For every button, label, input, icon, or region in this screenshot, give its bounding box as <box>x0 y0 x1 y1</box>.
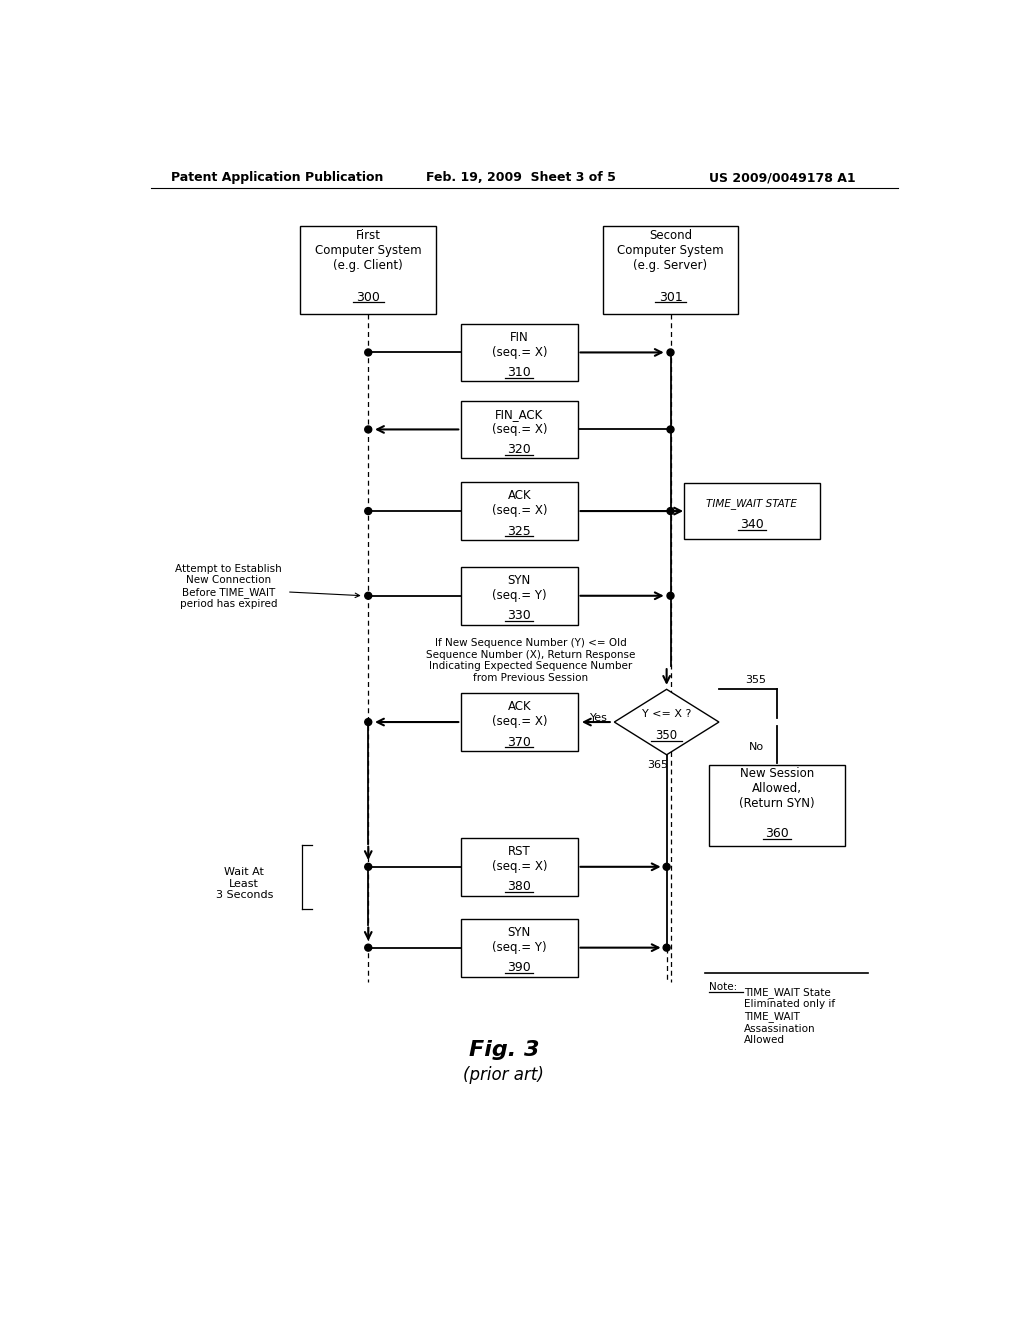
Circle shape <box>365 593 372 599</box>
Text: SYN
(seq.= Y): SYN (seq.= Y) <box>493 574 547 602</box>
FancyBboxPatch shape <box>684 483 819 539</box>
Circle shape <box>667 426 674 433</box>
Text: Patent Application Publication: Patent Application Publication <box>171 172 383 185</box>
Circle shape <box>365 718 372 726</box>
Text: RST
(seq.= X): RST (seq.= X) <box>492 845 547 873</box>
Circle shape <box>365 348 372 356</box>
Text: (prior art): (prior art) <box>464 1065 545 1084</box>
Text: ACK
(seq.= X): ACK (seq.= X) <box>492 490 547 517</box>
Text: 380: 380 <box>508 880 531 894</box>
Circle shape <box>667 348 674 356</box>
Circle shape <box>365 944 372 952</box>
Text: 340: 340 <box>740 519 764 532</box>
FancyBboxPatch shape <box>461 693 578 751</box>
FancyBboxPatch shape <box>461 838 578 896</box>
Circle shape <box>664 863 670 870</box>
Circle shape <box>365 426 372 433</box>
FancyBboxPatch shape <box>300 226 436 314</box>
Text: 390: 390 <box>508 961 531 974</box>
Text: FIN
(seq.= X): FIN (seq.= X) <box>492 331 547 359</box>
Text: Fig. 3: Fig. 3 <box>469 1040 539 1060</box>
Text: No: No <box>749 742 764 751</box>
Text: 330: 330 <box>508 610 531 622</box>
Text: TIME_WAIT State
Eliminated only if
TIME_WAIT
Assassination
Allowed: TIME_WAIT State Eliminated only if TIME_… <box>744 987 836 1045</box>
Circle shape <box>365 863 372 870</box>
FancyBboxPatch shape <box>710 764 845 846</box>
Text: 350: 350 <box>655 729 678 742</box>
Text: Attempt to Establish
New Connection
Before TIME_WAIT
period has expired: Attempt to Establish New Connection Befo… <box>175 564 283 610</box>
Text: If New Sequence Number (Y) <= Old
Sequence Number (X), Return Response
Indicatin: If New Sequence Number (Y) <= Old Sequen… <box>426 638 636 682</box>
Text: US 2009/0049178 A1: US 2009/0049178 A1 <box>710 172 856 185</box>
Text: ACK
(seq.= X): ACK (seq.= X) <box>492 701 547 729</box>
Text: 355: 355 <box>745 675 767 685</box>
Text: Feb. 19, 2009  Sheet 3 of 5: Feb. 19, 2009 Sheet 3 of 5 <box>426 172 616 185</box>
FancyBboxPatch shape <box>461 482 578 540</box>
Text: 360: 360 <box>765 828 788 841</box>
FancyBboxPatch shape <box>461 566 578 624</box>
Circle shape <box>365 508 372 515</box>
Text: 310: 310 <box>508 366 531 379</box>
Text: Second
Computer System
(e.g. Server): Second Computer System (e.g. Server) <box>617 230 724 272</box>
Text: 300: 300 <box>356 290 380 304</box>
Text: FIN_ACK
(seq.= X): FIN_ACK (seq.= X) <box>492 408 547 436</box>
Circle shape <box>667 508 674 515</box>
Text: First
Computer System
(e.g. Client): First Computer System (e.g. Client) <box>315 230 422 272</box>
Text: 370: 370 <box>508 735 531 748</box>
Text: 365: 365 <box>647 760 668 770</box>
Text: Yes: Yes <box>590 713 607 723</box>
Text: Y <= X ?: Y <= X ? <box>642 709 691 719</box>
Circle shape <box>667 593 674 599</box>
Text: 301: 301 <box>658 290 682 304</box>
Text: Wait At
Least
3 Seconds: Wait At Least 3 Seconds <box>216 867 273 900</box>
FancyBboxPatch shape <box>461 919 578 977</box>
FancyBboxPatch shape <box>461 400 578 458</box>
Text: Note:: Note: <box>710 982 737 991</box>
Polygon shape <box>614 689 719 755</box>
Text: 320: 320 <box>508 444 531 455</box>
FancyBboxPatch shape <box>603 226 738 314</box>
Text: SYN
(seq.= Y): SYN (seq.= Y) <box>493 925 547 954</box>
Text: TIME_WAIT STATE: TIME_WAIT STATE <box>707 498 798 508</box>
Text: New Session
Allowed,
(Return SYN): New Session Allowed, (Return SYN) <box>739 767 815 809</box>
FancyBboxPatch shape <box>461 323 578 381</box>
Circle shape <box>664 944 670 952</box>
Text: 325: 325 <box>508 524 531 537</box>
